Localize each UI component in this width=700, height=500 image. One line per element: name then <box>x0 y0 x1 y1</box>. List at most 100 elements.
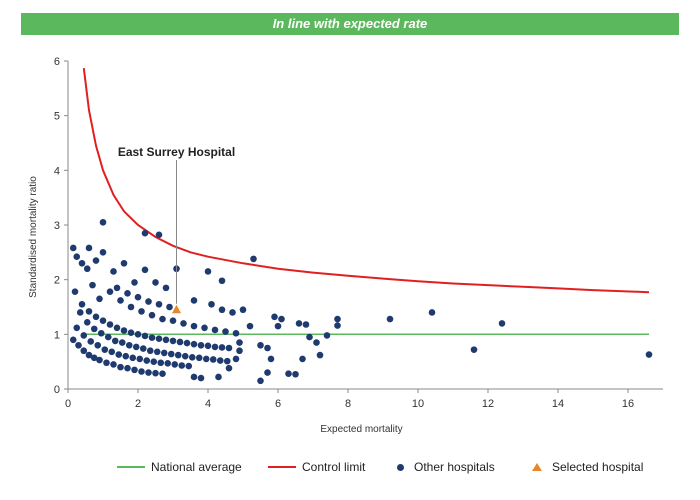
hospital-point[interactable] <box>257 377 264 385</box>
hospital-point[interactable] <box>138 308 145 315</box>
hospital-point[interactable] <box>176 338 184 346</box>
hospital-point[interactable] <box>250 255 257 263</box>
hospital-point[interactable] <box>111 337 119 345</box>
hospital-point[interactable] <box>236 339 243 346</box>
hospital-point[interactable] <box>174 351 182 359</box>
hospital-point[interactable] <box>195 354 203 362</box>
hospital-point[interactable] <box>162 284 170 292</box>
legend-item-control-limit[interactable]: Control limit <box>268 460 365 474</box>
hospital-point[interactable] <box>236 347 243 355</box>
hospital-point[interactable] <box>90 325 98 333</box>
hospital-point[interactable] <box>73 253 81 261</box>
hospital-point[interactable] <box>120 259 128 267</box>
hospital-point[interactable] <box>127 303 135 311</box>
hospital-point[interactable] <box>160 349 168 357</box>
hospital-point[interactable] <box>94 341 102 349</box>
hospital-point[interactable] <box>334 315 341 323</box>
hospital-point[interactable] <box>99 317 107 324</box>
hospital-point[interactable] <box>73 324 81 332</box>
hospital-point[interactable] <box>106 321 114 328</box>
hospital-point[interactable] <box>92 313 100 321</box>
hospital-point[interactable] <box>108 348 116 356</box>
hospital-point[interactable] <box>208 300 215 308</box>
legend-item-other-hospitals[interactable]: Other hospitals <box>397 460 495 474</box>
hospital-point[interactable] <box>183 339 191 347</box>
hospital-point[interactable] <box>153 348 161 356</box>
hospital-point[interactable] <box>150 358 158 365</box>
hospital-point[interactable] <box>428 309 436 316</box>
hospital-point[interactable] <box>85 308 93 315</box>
hospital-point[interactable] <box>209 356 217 363</box>
hospital-point[interactable] <box>141 229 149 237</box>
hospital-point[interactable] <box>80 347 88 355</box>
hospital-point[interactable] <box>470 346 478 353</box>
hospital-point[interactable] <box>120 327 128 334</box>
hospital-point[interactable] <box>204 268 212 275</box>
hospital-point[interactable] <box>106 288 114 295</box>
hospital-point[interactable] <box>302 321 310 328</box>
hospital-point[interactable] <box>295 320 303 327</box>
hospital-point[interactable] <box>169 337 177 345</box>
hospital-point[interactable] <box>313 339 320 346</box>
hospital-point[interactable] <box>159 315 166 323</box>
hospital-point[interactable] <box>69 336 77 344</box>
hospital-point[interactable] <box>645 351 653 358</box>
hospital-point[interactable] <box>267 355 275 363</box>
hospital-point[interactable] <box>110 361 117 368</box>
hospital-point[interactable] <box>386 315 394 323</box>
hospital-point[interactable] <box>139 345 147 352</box>
hospital-point[interactable] <box>101 346 109 353</box>
hospital-point[interactable] <box>285 370 292 377</box>
hospital-point[interactable] <box>306 333 313 341</box>
hospital-point[interactable] <box>216 357 224 364</box>
hospital-point[interactable] <box>131 366 138 374</box>
hospital-point[interactable] <box>164 360 172 367</box>
hospital-point[interactable] <box>152 369 159 377</box>
hospital-point[interactable] <box>222 328 229 335</box>
legend-item-selected-hospital[interactable]: Selected hospital <box>532 460 643 474</box>
hospital-point[interactable] <box>204 342 212 350</box>
hospital-point[interactable] <box>75 341 82 349</box>
hospital-point[interactable] <box>127 329 135 336</box>
hospital-point[interactable] <box>167 350 175 358</box>
hospital-point[interactable] <box>141 332 149 340</box>
hospital-point[interactable] <box>78 259 86 267</box>
hospital-point[interactable] <box>143 357 151 364</box>
hospital-point[interactable] <box>97 329 105 337</box>
hospital-point[interactable] <box>197 374 205 382</box>
hospital-point[interactable] <box>145 369 152 376</box>
hospital-point[interactable] <box>118 339 126 346</box>
hospital-point[interactable] <box>171 361 179 368</box>
hospital-point[interactable] <box>115 351 123 358</box>
hospital-point[interactable] <box>225 344 233 352</box>
hospital-point[interactable] <box>148 334 156 341</box>
hospital-point[interactable] <box>257 341 264 349</box>
hospital-point[interactable] <box>76 309 84 316</box>
hospital-point[interactable] <box>201 324 208 332</box>
hospital-point[interactable] <box>211 326 219 334</box>
hospital-point[interactable] <box>146 347 154 355</box>
hospital-point[interactable] <box>99 249 107 256</box>
hospital-point[interactable] <box>218 344 226 351</box>
hospital-point[interactable] <box>96 356 103 364</box>
legend-item-national-average[interactable]: National average <box>117 460 242 474</box>
hospital-point[interactable] <box>117 363 124 371</box>
hospital-point[interactable] <box>131 279 138 286</box>
hospital-point[interactable] <box>316 351 324 359</box>
hospital-point[interactable] <box>229 309 236 316</box>
hospital-point[interactable] <box>99 218 107 226</box>
hospital-point[interactable] <box>190 322 198 330</box>
hospital-point[interactable] <box>134 331 142 338</box>
hospital-point[interactable] <box>87 338 95 345</box>
hospital-point[interactable] <box>145 298 152 305</box>
hospital-point[interactable] <box>71 288 79 295</box>
hospital-point[interactable] <box>85 244 93 252</box>
hospital-point[interactable] <box>69 244 77 252</box>
hospital-point[interactable] <box>299 355 306 363</box>
hospital-point[interactable] <box>264 369 271 376</box>
hospital-point[interactable] <box>152 279 159 286</box>
hospital-point[interactable] <box>180 320 187 327</box>
hospital-point[interactable] <box>78 300 86 308</box>
hospital-point[interactable] <box>125 341 133 349</box>
hospital-point[interactable] <box>89 281 96 289</box>
